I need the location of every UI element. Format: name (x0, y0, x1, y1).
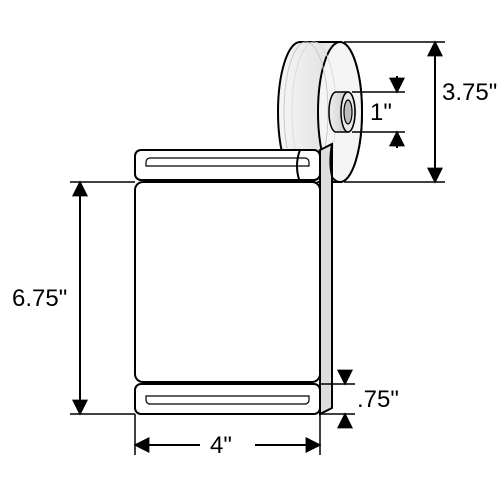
sheet-side (320, 144, 332, 414)
dim-label-0-75: .75" (357, 386, 399, 413)
dim-height-6-75: 6.75" (12, 182, 135, 414)
dim-label-4: 4" (210, 432, 232, 459)
dim-label-6-75: 6.75" (12, 285, 67, 312)
dim-roll-3-75: 3.75" (344, 42, 497, 182)
dim-width-4: 4" (135, 414, 320, 459)
bottom-tab-face (135, 384, 320, 414)
dim-label-3-75: 3.75" (442, 79, 497, 106)
label-face (135, 182, 320, 382)
top-tab-face (135, 150, 320, 180)
core-hole (344, 100, 352, 124)
dim-label-1: 1" (370, 99, 392, 126)
label-roll-dimension-diagram: 6.75" 4" .75" 3.75" 1" (0, 0, 504, 504)
